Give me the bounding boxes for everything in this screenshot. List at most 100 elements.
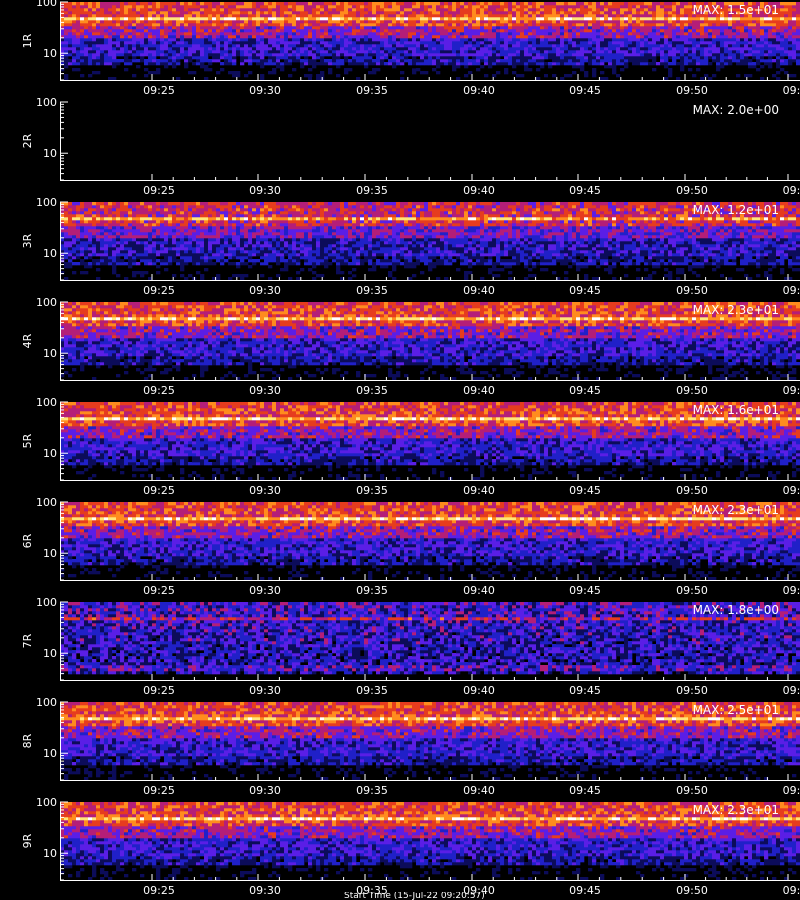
spectrogram-panel-3R: 100 10 09:25 09:30 09:35 09:40 09:45 09:50 09:5 3… xyxy=(0,196,800,300)
x-tick-label: 09:25 xyxy=(143,684,175,697)
x-tick-label: 09:35 xyxy=(356,584,388,597)
y-tick-label: 100 xyxy=(36,0,57,9)
plot-area xyxy=(60,102,800,180)
heatmap-cells xyxy=(60,802,800,881)
x-tick-label: 09:45 xyxy=(569,384,601,397)
x-tick-label: 09:30 xyxy=(249,684,281,697)
x-tick-label: 09:45 xyxy=(569,184,601,197)
x-tick-label: 09:45 xyxy=(569,584,601,597)
x-tick-label: 09:5 xyxy=(783,284,800,297)
x-tick-label: 09:5 xyxy=(783,184,800,197)
spectrogram-svg: 100 10 09:25 09:30 09:35 09:40 09:45 09:50 09:5 9… xyxy=(21,796,800,897)
x-tick-label: 09:45 xyxy=(569,884,601,897)
max-value-label: MAX: 1.5e+01 xyxy=(693,3,779,17)
heatmap-cells xyxy=(60,702,800,781)
heatmap-cells xyxy=(60,502,800,581)
x-tick-label: 09:45 xyxy=(569,484,601,497)
x-tick-label: 09:30 xyxy=(249,284,281,297)
spectrogram-panel-2R: 100 10 09:25 09:30 09:35 09:40 09:45 09:50 09:5 2… xyxy=(0,96,800,200)
y-tick-label: 10 xyxy=(43,847,57,860)
channel-label: 9R xyxy=(21,833,34,848)
channel-label: 5R xyxy=(21,433,34,448)
y-tick-label: 100 xyxy=(36,696,57,709)
x-tick-label: 09:5 xyxy=(783,484,800,497)
axes-frame xyxy=(60,601,800,681)
x-tick-label: 09:50 xyxy=(676,684,708,697)
x-tick-label: 09:35 xyxy=(356,884,388,897)
channel-label: 1R xyxy=(21,33,34,48)
axes-frame xyxy=(60,301,800,381)
x-tick-label: 09:45 xyxy=(569,784,601,797)
x-tick-label: 09:35 xyxy=(356,484,388,497)
x-tick-label: 09:5 xyxy=(783,684,800,697)
x-tick-label: 09:35 xyxy=(356,184,388,197)
x-tick-label: 09:40 xyxy=(463,884,495,897)
x-tick-label: 09:40 xyxy=(463,584,495,597)
max-value-label: MAX: 2.3e+01 xyxy=(693,503,779,517)
x-tick-label: 09:45 xyxy=(569,84,601,97)
x-tick-label: 09:5 xyxy=(783,884,800,897)
x-tick-label: 09:25 xyxy=(143,484,175,497)
x-tick-label: 09:40 xyxy=(463,284,495,297)
heatmap-cells xyxy=(60,202,800,281)
x-tick-label: 09:25 xyxy=(143,384,175,397)
x-tick-label: 09:50 xyxy=(676,384,708,397)
x-tick-label: 09:40 xyxy=(463,84,495,97)
x-tick-label: 09:5 xyxy=(783,584,800,597)
axes-frame xyxy=(60,1,800,81)
axes-frame xyxy=(60,201,800,281)
spectrogram-svg: 100 10 09:25 09:30 09:35 09:40 09:45 09:50 09:5 7… xyxy=(21,596,800,697)
start-time-label: Start Time (15-Jul-22 09:20:57) xyxy=(344,892,485,900)
y-tick-label: 10 xyxy=(43,147,57,160)
x-tick-label: 09:5 xyxy=(783,84,800,97)
x-tick-label: 09:40 xyxy=(463,384,495,397)
max-value-label: MAX: 1.2e+01 xyxy=(693,203,779,217)
spectrogram-svg: 100 10 09:25 09:30 09:35 09:40 09:45 09:50 09:5 8… xyxy=(21,696,800,797)
x-tick-label: 09:30 xyxy=(249,584,281,597)
y-tick-label: 10 xyxy=(43,547,57,560)
y-tick-label: 100 xyxy=(36,496,57,509)
x-tick-label: 09:25 xyxy=(143,184,175,197)
x-tick-label: 09:50 xyxy=(676,284,708,297)
spectrogram-panel-8R: 100 10 09:25 09:30 09:35 09:40 09:45 09:50 09:5 8… xyxy=(0,696,800,800)
max-value-label: MAX: 1.6e+01 xyxy=(693,403,779,417)
x-tick-label: 09:30 xyxy=(249,784,281,797)
heatmap-cells xyxy=(60,302,800,381)
x-tick-label: 09:30 xyxy=(249,884,281,897)
y-tick-label: 100 xyxy=(36,96,57,109)
spectrogram-panel-5R: 100 10 09:25 09:30 09:35 09:40 09:45 09:50 09:5 5… xyxy=(0,396,800,500)
spectrogram-panel-4R: 100 10 09:25 09:30 09:35 09:40 09:45 09:50 09:5 4… xyxy=(0,296,800,400)
axes-frame xyxy=(60,101,800,181)
x-tick-label: 09:35 xyxy=(356,284,388,297)
spectrogram-svg: 100 10 09:25 09:30 09:35 09:40 09:45 09:50 09:5 6… xyxy=(21,496,800,597)
x-tick-label: 09:40 xyxy=(463,784,495,797)
y-tick-label: 100 xyxy=(36,396,57,409)
spectrogram-svg: 100 10 09:25 09:30 09:35 09:40 09:45 09:50 09:5 5… xyxy=(21,396,800,497)
axes-frame xyxy=(60,801,800,881)
channel-label: 4R xyxy=(21,333,34,348)
x-tick-label: 09:35 xyxy=(356,784,388,797)
y-tick-label: 100 xyxy=(36,796,57,809)
x-tick-label: 09:40 xyxy=(463,184,495,197)
x-tick-label: 09:50 xyxy=(676,784,708,797)
y-tick-label: 10 xyxy=(43,447,57,460)
y-tick-label: 10 xyxy=(43,47,57,60)
x-tick-label: 09:50 xyxy=(676,84,708,97)
x-axis-footer: Start Time (15-Jul-22 09:20:57) xyxy=(0,892,800,900)
x-tick-label: 09:30 xyxy=(249,84,281,97)
max-value-label: MAX: 2.3e+01 xyxy=(693,803,779,817)
spectrogram-panel-9R: 100 10 09:25 09:30 09:35 09:40 09:45 09:50 09:5 9… xyxy=(0,796,800,900)
x-tick-label: 09:50 xyxy=(676,584,708,597)
x-tick-label: 09:30 xyxy=(249,384,281,397)
x-tick-label: 09:40 xyxy=(463,484,495,497)
y-tick-label: 100 xyxy=(36,596,57,609)
x-tick-label: 09:50 xyxy=(676,884,708,897)
x-tick-label: 09:35 xyxy=(356,684,388,697)
x-tick-label: 09:5 xyxy=(783,384,800,397)
spectrogram-panel-7R: 100 10 09:25 09:30 09:35 09:40 09:45 09:50 09:5 7… xyxy=(0,596,800,700)
spectrogram-panel-1R: 100 10 09:25 09:30 09:35 09:40 09:45 09:50 09:5 1… xyxy=(0,0,800,100)
channel-label: 3R xyxy=(21,233,34,248)
channel-label: 6R xyxy=(21,533,34,548)
x-tick-label: 09:25 xyxy=(143,284,175,297)
